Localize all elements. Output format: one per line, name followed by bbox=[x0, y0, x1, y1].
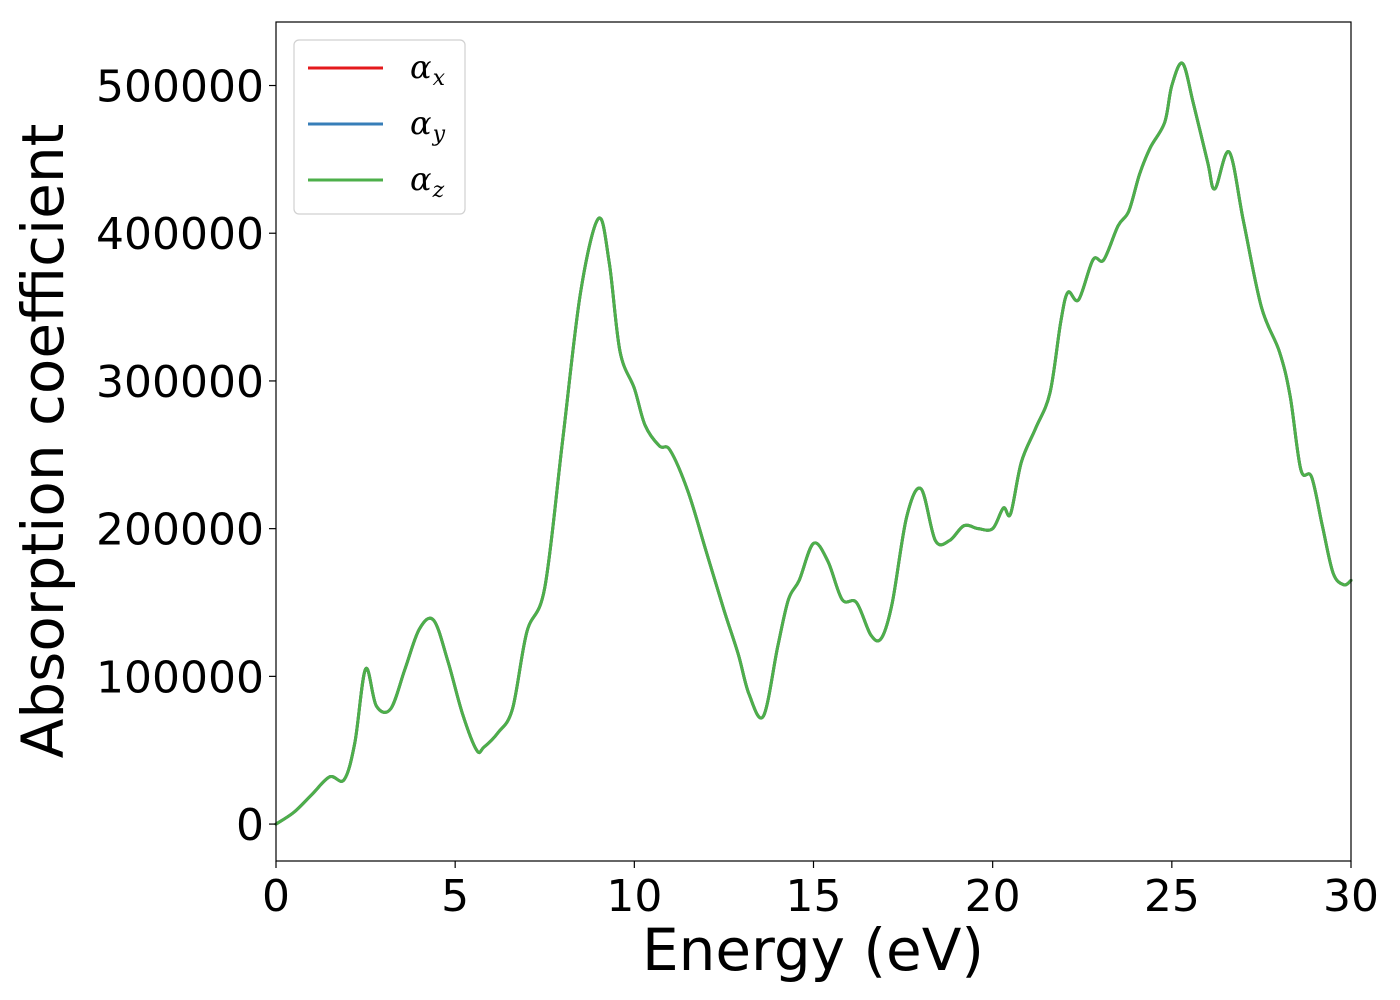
series-layer bbox=[274, 61, 1353, 826]
x-tick-label: 15 bbox=[786, 871, 842, 922]
y-tick-label: 200000 bbox=[96, 505, 264, 556]
x-tick-label: 10 bbox=[606, 871, 662, 922]
y-axis-ticks: 0 100000 200000 300000 400000 500000 bbox=[96, 62, 276, 851]
x-tick-label: 20 bbox=[965, 871, 1021, 922]
x-axis-ticks: 0 5 10 15 20 25 30 bbox=[262, 861, 1379, 922]
x-tick-label: 0 bbox=[262, 871, 290, 922]
legend-box bbox=[293, 39, 466, 215]
x-axis-title: Energy (eV) bbox=[642, 916, 984, 984]
y-tick-label: 400000 bbox=[96, 209, 264, 260]
legend-label: αx bbox=[410, 48, 446, 91]
y-tick-label: 300000 bbox=[96, 357, 264, 408]
y-tick-label: 100000 bbox=[96, 652, 264, 703]
legend-label: αz bbox=[410, 160, 445, 203]
x-tick-label: 5 bbox=[441, 871, 469, 922]
series-line--z bbox=[274, 61, 1353, 826]
legend-items: αx αy αz bbox=[308, 48, 446, 203]
x-tick-label: 25 bbox=[1144, 871, 1200, 922]
y-tick-label: 0 bbox=[236, 800, 264, 851]
legend: αx αy αz bbox=[293, 39, 466, 215]
legend-label: αy bbox=[410, 104, 446, 147]
y-axis-title: Absorption coefficient bbox=[9, 124, 77, 759]
x-tick-label: 30 bbox=[1323, 871, 1379, 922]
y-tick-label: 500000 bbox=[96, 62, 264, 113]
